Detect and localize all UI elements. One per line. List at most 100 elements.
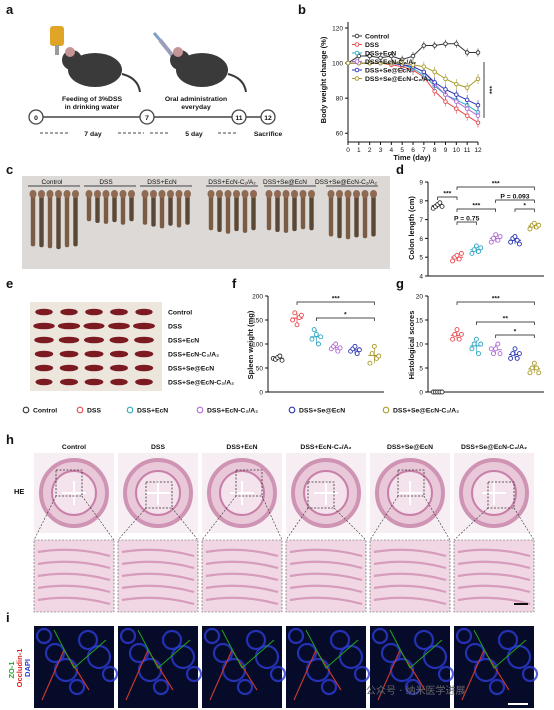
chartD-point (497, 234, 503, 239)
zoom-box (397, 469, 425, 497)
g-ylabel: Histological scores (407, 311, 416, 380)
b-point (367, 53, 372, 59)
crypt-dapi (128, 642, 150, 664)
chartG-point (495, 341, 501, 347)
colon-specimens (29, 190, 377, 250)
chartG-ytick-label: 5 (419, 366, 423, 373)
chartF-point (333, 341, 339, 347)
zoom-guide (285, 507, 309, 541)
chartD-sig-bracket (437, 196, 458, 200)
chartD-point (512, 234, 518, 239)
chartD-point (456, 256, 462, 262)
chartG-point (450, 336, 456, 342)
chartF-point (290, 317, 296, 323)
colon-specimen (103, 192, 109, 224)
cecum (370, 190, 377, 198)
panel-letter-f: f (232, 276, 237, 291)
chartF-ytick-label: 0 (259, 390, 263, 397)
spleen-group-label: DSS+Se@EcN-C₂/A₂ (168, 380, 234, 387)
tissue-fold (373, 548, 447, 558)
tissue-fold (289, 596, 363, 606)
chartD-sig-label: *** (492, 181, 500, 188)
crypt-dapi (437, 665, 455, 683)
b-xtick-label: 0 (346, 147, 350, 154)
crypt-dapi (329, 629, 351, 651)
spleen-specimen (84, 378, 104, 386)
he-group-label: Control (62, 444, 86, 451)
chartF-point (294, 322, 300, 328)
chartF-point (318, 334, 324, 340)
timeline-node-7: 7 (139, 109, 155, 125)
spleen-specimen (35, 378, 53, 386)
cecum (128, 190, 135, 198)
crypt-dapi (296, 642, 318, 664)
chartD-point (508, 239, 514, 245)
b-xtick-label: 1 (357, 147, 361, 154)
spleen-group-label: DSS+EcN (168, 338, 199, 345)
chartF-point (292, 310, 298, 316)
legend-label: Control (33, 408, 57, 415)
crypt-dapi (404, 678, 422, 696)
tissue-fold (457, 560, 531, 570)
he-overview-row (33, 453, 535, 541)
spleen-specimen (135, 378, 153, 386)
b-legend-marker (354, 59, 360, 64)
chartG-point (508, 355, 514, 361)
chartF-point (337, 345, 343, 351)
spleen-group-labels: Control DSS DSS+EcN DSS+EcN-C₂/A₂ DSS+Se@EcN… (168, 310, 234, 387)
tissue-fold (457, 548, 531, 558)
spleen-specimen (133, 322, 155, 330)
cecum (72, 190, 79, 198)
colon-specimen (354, 192, 359, 238)
legend-marker (196, 406, 204, 414)
step2-line2: everyday (181, 104, 211, 111)
tissue-fold (373, 584, 447, 594)
tissue-fold (37, 596, 111, 606)
zo1-signal (137, 629, 191, 669)
spleen-specimen (135, 308, 153, 316)
b-point (475, 113, 481, 118)
spleen-specimen (34, 350, 54, 358)
cecum (344, 190, 352, 198)
b-legend-label: DSS+Se@EcN (365, 67, 411, 74)
chartF-sig-bracket (296, 301, 375, 305)
spleen-specimen (58, 336, 80, 344)
zoom-guide (453, 507, 489, 541)
chartG-point (512, 346, 518, 352)
spleen-group-label: Control (168, 310, 192, 317)
chartD-point (478, 245, 484, 251)
chartF-point (335, 348, 341, 354)
colon-specimen (251, 192, 256, 231)
cecum (38, 190, 45, 198)
tissue-fold (121, 584, 195, 594)
spleen-specimen (57, 322, 81, 330)
panel-h: h HE Control DSS DSS+EcN DSS+EcN-C₂/A₂ DSS+S… (6, 432, 535, 613)
tissue-fold (373, 560, 447, 570)
crypt-dapi (203, 627, 221, 645)
he-label: HE (14, 487, 24, 496)
zoom-guide (201, 495, 237, 541)
chartG-point (516, 351, 522, 357)
colon-group-label: DSS+EcN (147, 179, 177, 186)
zoom-box (55, 469, 83, 497)
tissue-fold (121, 548, 195, 558)
cecum (150, 190, 157, 198)
b-xtick-label: 11 (464, 147, 471, 154)
b-point (475, 76, 481, 82)
b-point (454, 41, 459, 47)
chartG-point (491, 351, 496, 357)
b-ylabel: Body weight change (%) (319, 36, 328, 123)
crypt-dapi (77, 629, 99, 651)
chartD-point (536, 222, 542, 228)
chartG-point (536, 370, 542, 376)
mouse-icon-2 (152, 32, 247, 93)
spleen-specimen (134, 336, 154, 344)
crypt-dapi (35, 627, 53, 645)
cecum (55, 190, 62, 198)
svg-text:12: 12 (264, 115, 272, 122)
colon-specimen (151, 192, 156, 227)
cecum (141, 190, 149, 198)
legend-label: DSS (87, 408, 101, 415)
svg-text:0: 0 (34, 115, 38, 122)
